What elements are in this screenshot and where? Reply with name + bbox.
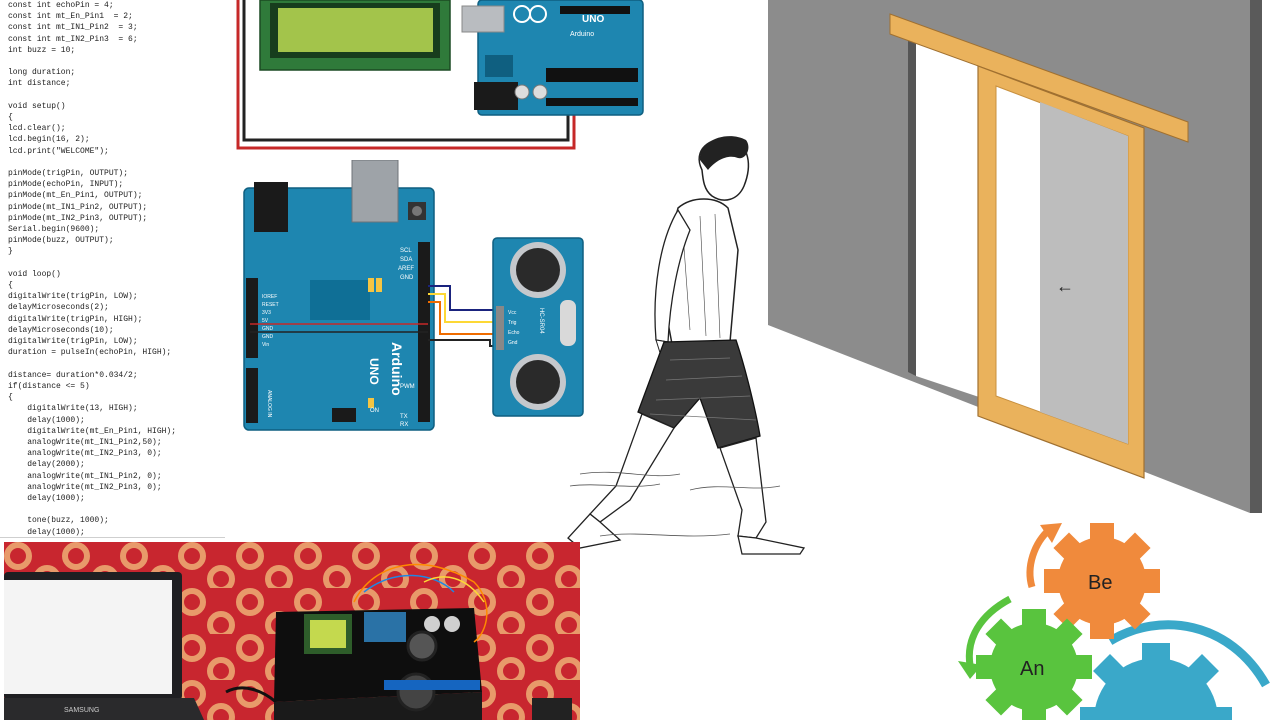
pin-label-0: SCL [400, 248, 412, 254]
left-pin-header [246, 278, 258, 358]
left-label-5: GND [262, 334, 274, 340]
top-board-brand: Arduino [570, 31, 594, 38]
arduino-board-top: UNO Arduino [461, 0, 644, 116]
left-label-0: IOREF [262, 294, 277, 300]
code-text: const int echoPin = 4; const int mt_En_P… [8, 1, 177, 537]
top-board-model: UNO [582, 14, 604, 25]
door-track [889, 13, 1189, 143]
gears-graphic: Be An [958, 523, 1270, 720]
sensor-pin-1: Trig [508, 320, 517, 326]
ultrasonic-sensor: Vcc Trig Echo Gnd HC-SR04 [492, 237, 584, 417]
green-gear-label: An [1020, 658, 1044, 680]
sensor-circuit-diagram: Arduino UNO SCL SDA AREF GND IOREF RESET… [243, 160, 584, 431]
usb-port [351, 160, 399, 223]
lcd-photo [310, 620, 346, 648]
orange-gear: Be [1044, 523, 1160, 639]
sliding-door-illustration: ← [768, 0, 1262, 513]
laptop-brand: SAMSUNG [64, 707, 99, 714]
door-arrow-icon: ← [1056, 276, 1074, 296]
orange-arrow-icon [1040, 523, 1062, 543]
chip [310, 280, 370, 320]
left-label-6: Vin [262, 342, 269, 348]
gear-photo-b [396, 672, 436, 712]
sensor-pin-2: Echo [508, 330, 520, 336]
main-board-model: UNO [367, 358, 381, 385]
top-circuit-diagram: UNO Arduino [236, 0, 644, 150]
green-gear: An [976, 609, 1092, 720]
lcd-screen [278, 8, 433, 52]
sensor-model: HC-SR04 [538, 308, 544, 334]
power-jack [254, 182, 288, 232]
pin-label-1: SDA [400, 257, 412, 263]
lcd-module [259, 0, 451, 71]
left-label-4: GND [262, 326, 274, 332]
laptop: SAMSUNG [4, 572, 204, 720]
code-listing: const int echoPin = 4; const int mt_En_P… [0, 0, 230, 540]
pin-label-2: AREF [398, 266, 414, 272]
pwm-label: PWM [400, 384, 415, 390]
door-opening [916, 34, 988, 400]
sensor-pin-0: Vcc [508, 310, 517, 316]
on-label: ON [370, 408, 379, 414]
orange-gear-label: Be [1088, 572, 1112, 594]
pin-label-3: GND [400, 275, 414, 281]
crystal [560, 300, 576, 346]
wall-edge [1250, 0, 1262, 513]
analog-label: ANALOG IN [266, 390, 272, 418]
code-separator [0, 537, 225, 538]
tx-label: TX [400, 414, 408, 420]
sensor-pin-3: Gnd [508, 340, 518, 346]
prototype [274, 563, 488, 720]
blue-gear [1080, 643, 1232, 720]
left-label-3: 5V [262, 318, 269, 324]
walking-man-sketch [567, 136, 806, 555]
rx-label: RX [400, 422, 408, 428]
main-board-brand: Arduino [389, 342, 405, 396]
left-label-1: RESET [262, 302, 279, 308]
arduino-board-main: Arduino UNO SCL SDA AREF GND IOREF RESET… [243, 160, 435, 431]
sliding-door-panel [977, 65, 1145, 479]
gear-photo-a [406, 630, 438, 662]
project-photo: SAMSUNG [4, 542, 580, 720]
left-label-2: 3V3 [262, 310, 271, 316]
